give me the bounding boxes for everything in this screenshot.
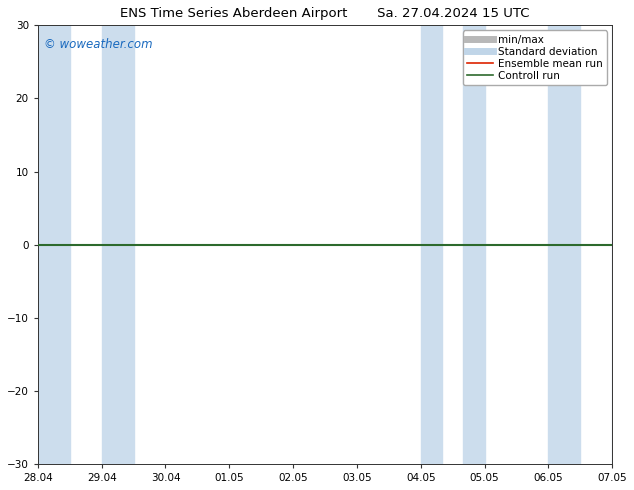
Bar xyxy=(38,25,70,464)
Bar xyxy=(548,25,580,464)
Text: © woweather.com: © woweather.com xyxy=(44,38,152,51)
Title: ENS Time Series Aberdeen Airport       Sa. 27.04.2024 15 UTC: ENS Time Series Aberdeen Airport Sa. 27.… xyxy=(120,7,530,20)
Legend: min/max, Standard deviation, Ensemble mean run, Controll run: min/max, Standard deviation, Ensemble me… xyxy=(463,30,607,85)
Bar xyxy=(612,25,634,464)
Bar xyxy=(421,25,442,464)
Bar xyxy=(101,25,134,464)
Bar xyxy=(463,25,484,464)
